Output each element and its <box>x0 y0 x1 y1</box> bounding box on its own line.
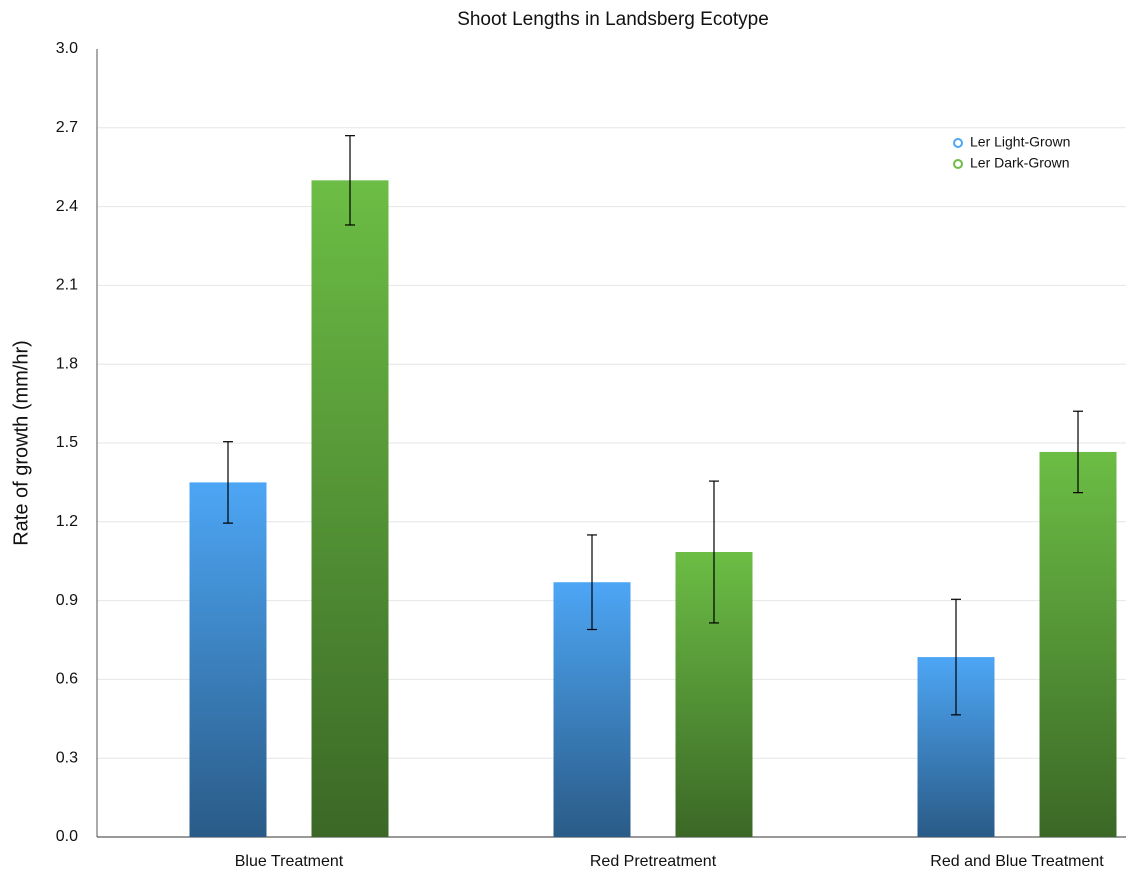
y-tick-label: 2.1 <box>56 277 78 294</box>
legend-label: Ler Light-Grown <box>970 134 1070 150</box>
y-tick-label: 2.7 <box>56 119 78 136</box>
y-tick-label: 2.4 <box>56 198 78 215</box>
legend-marker <box>953 138 963 148</box>
legend-label: Ler Dark-Grown <box>970 155 1070 171</box>
y-tick-label: 1.2 <box>56 513 78 530</box>
bar <box>189 482 267 837</box>
x-tick-label: Blue Treatment <box>235 853 344 870</box>
y-tick-label: 0.3 <box>56 749 78 766</box>
bar <box>1039 451 1117 837</box>
x-tick-label: Red and Blue Treatment <box>930 853 1104 870</box>
chart-title: Shoot Lengths in Landsberg Ecotype <box>457 9 769 30</box>
bar <box>311 180 389 838</box>
y-tick-label: 1.5 <box>56 434 78 451</box>
y-axis-label: Rate of growth (mm/hr) <box>10 340 32 546</box>
legend-marker <box>953 159 963 169</box>
x-tick-label: Red Pretreatment <box>590 853 717 870</box>
y-tick-label: 1.8 <box>56 355 78 372</box>
y-tick-label: 0.9 <box>56 592 78 609</box>
y-tick-label: 0.0 <box>56 828 78 845</box>
y-tick-label: 0.6 <box>56 671 78 688</box>
y-tick-label: 3.0 <box>56 40 78 57</box>
